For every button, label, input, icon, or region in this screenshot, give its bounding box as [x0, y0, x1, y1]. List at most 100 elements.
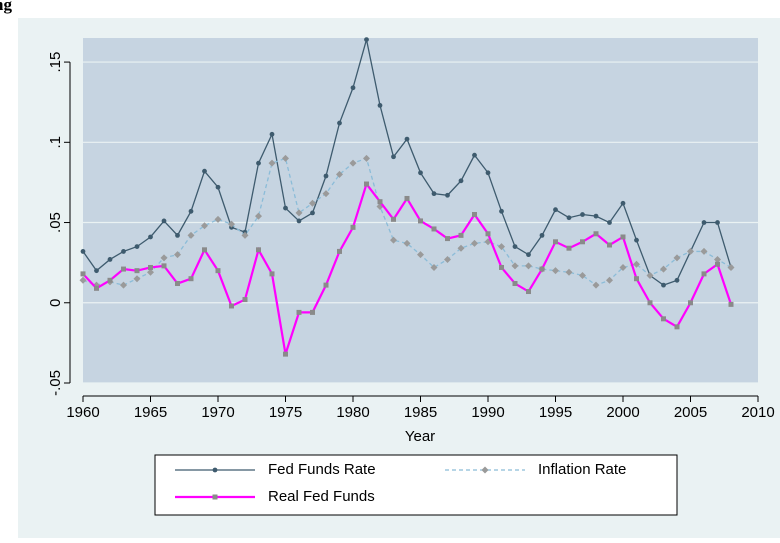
- marker: [282, 154, 289, 162]
- marker: [404, 136, 410, 142]
- marker: [458, 178, 464, 184]
- x-tick-label: 1980: [336, 404, 369, 421]
- marker: [377, 199, 383, 205]
- marker: [188, 208, 194, 214]
- marker: [674, 277, 680, 283]
- marker: [485, 170, 491, 176]
- marker: [174, 251, 181, 259]
- x-tick-label: 1995: [539, 404, 572, 421]
- marker: [283, 205, 288, 211]
- marker: [620, 200, 626, 206]
- marker: [296, 309, 302, 315]
- marker: [620, 234, 626, 240]
- marker: [268, 159, 276, 167]
- marker: [391, 216, 396, 222]
- marker: [580, 212, 585, 217]
- marker: [296, 218, 302, 224]
- marker: [134, 244, 140, 250]
- marker: [161, 263, 167, 269]
- marker: [121, 266, 126, 272]
- x-tick-label: 1965: [134, 404, 167, 421]
- marker: [310, 309, 315, 315]
- marker: [418, 170, 423, 176]
- marker: [228, 220, 235, 228]
- marker: [229, 303, 234, 309]
- marker: [431, 226, 437, 232]
- marker: [481, 466, 489, 474]
- marker: [107, 277, 113, 283]
- marker: [647, 300, 653, 306]
- plot-region: [83, 38, 758, 383]
- marker: [619, 263, 627, 271]
- x-tick-label: 2000: [606, 404, 639, 421]
- marker: [175, 281, 180, 287]
- marker: [566, 215, 572, 221]
- marker: [579, 271, 586, 279]
- y-tick-label: .1: [47, 136, 64, 149]
- marker: [539, 266, 545, 272]
- marker: [700, 247, 708, 255]
- marker: [337, 120, 342, 126]
- marker: [715, 261, 720, 267]
- marker: [512, 281, 518, 287]
- marker: [633, 260, 640, 268]
- marker: [188, 276, 194, 282]
- y-tick-label: -.05: [47, 370, 64, 396]
- marker: [552, 267, 559, 275]
- marker: [310, 210, 315, 216]
- marker: [160, 254, 168, 262]
- marker: [391, 154, 396, 160]
- marker: [606, 276, 613, 284]
- marker: [212, 494, 218, 500]
- marker: [107, 257, 113, 262]
- marker: [94, 285, 99, 291]
- marker: [444, 255, 451, 263]
- marker: [309, 199, 316, 207]
- y-tick-label: 0: [47, 299, 64, 307]
- marker: [417, 251, 424, 259]
- marker: [607, 220, 612, 225]
- marker: [688, 300, 693, 306]
- marker: [256, 247, 261, 253]
- marker: [499, 208, 504, 214]
- marker: [80, 249, 86, 254]
- legend-label: Real Fed Funds: [268, 488, 375, 505]
- marker: [403, 239, 411, 247]
- marker: [727, 263, 735, 271]
- marker: [80, 271, 86, 277]
- marker: [377, 102, 383, 108]
- x-tick-label: 2010: [741, 404, 774, 421]
- marker: [674, 324, 680, 330]
- marker: [121, 249, 126, 254]
- marker: [350, 85, 356, 91]
- marker: [593, 213, 599, 219]
- marker: [701, 220, 707, 225]
- marker: [526, 252, 531, 258]
- legend: [154, 454, 678, 516]
- marker: [458, 232, 464, 238]
- marker: [566, 245, 572, 251]
- marker: [215, 268, 221, 274]
- marker: [472, 152, 477, 158]
- marker: [553, 207, 558, 213]
- marker: [498, 243, 505, 251]
- marker: [295, 209, 303, 217]
- marker: [418, 218, 423, 224]
- marker: [661, 282, 666, 288]
- marker: [499, 264, 504, 270]
- marker: [323, 173, 329, 179]
- marker: [431, 191, 437, 197]
- marker: [472, 212, 477, 218]
- marker: [269, 271, 275, 277]
- marker: [728, 301, 734, 307]
- marker: [593, 231, 599, 237]
- marker: [337, 248, 342, 254]
- marker: [714, 255, 721, 263]
- marker: [349, 159, 357, 167]
- marker: [133, 275, 141, 283]
- marker: [161, 218, 167, 224]
- marker: [269, 131, 275, 137]
- marker: [364, 181, 369, 187]
- marker: [673, 254, 681, 262]
- x-tick-label: 1975: [269, 404, 302, 421]
